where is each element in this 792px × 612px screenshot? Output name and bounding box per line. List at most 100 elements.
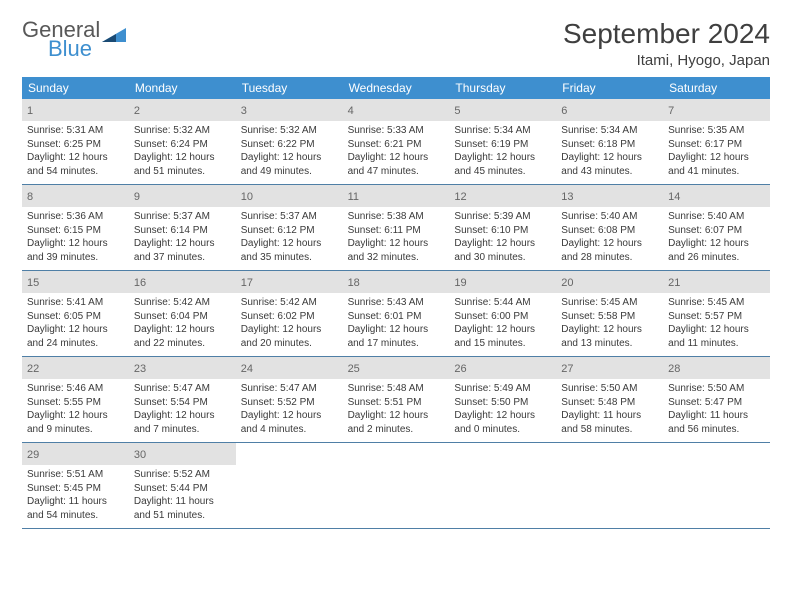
sunrise-line: Sunrise: 5:42 AM	[134, 296, 231, 310]
sunset-line: Sunset: 6:15 PM	[27, 224, 124, 238]
sunrise-line: Sunrise: 5:50 AM	[561, 382, 658, 396]
sunset-line: Sunset: 6:17 PM	[668, 138, 765, 152]
day-number-row: 19	[449, 271, 556, 293]
sunset-line: Sunset: 6:12 PM	[241, 224, 338, 238]
calendar-day: 24Sunrise: 5:47 AMSunset: 5:52 PMDayligh…	[236, 357, 343, 442]
sunrise-line: Sunrise: 5:52 AM	[134, 468, 231, 482]
day-number: 29	[27, 449, 39, 461]
daylight-line: Daylight: 12 hours	[454, 409, 551, 423]
sunrise-line: Sunrise: 5:38 AM	[348, 210, 445, 224]
daylight-line: and 49 minutes.	[241, 165, 338, 179]
day-number-row: 2	[129, 99, 236, 121]
sunrise-line: Sunrise: 5:49 AM	[454, 382, 551, 396]
calendar-day: 29Sunrise: 5:51 AMSunset: 5:45 PMDayligh…	[22, 443, 129, 528]
daylight-line: and 17 minutes.	[348, 337, 445, 351]
day-number-row: 8	[22, 185, 129, 207]
calendar-day: 19 Sunrise: 5:44 AMSunset: 6:00 PMDayligh…	[449, 271, 556, 356]
daylight-line: Daylight: 12 hours	[454, 323, 551, 337]
day-number: 3	[241, 105, 247, 117]
day-number-row: 14	[663, 185, 770, 207]
calendar-day: 15Sunrise: 5:41 AMSunset: 6:05 PMDayligh…	[22, 271, 129, 356]
calendar-week: 1Sunrise: 5:31 AMSunset: 6:25 PMDaylight…	[22, 99, 770, 185]
day-number: 26	[454, 363, 466, 375]
calendar-day: 14 Sunrise: 5:40 AMSunset: 6:07 PMDayligh…	[663, 185, 770, 270]
weekday-label: Thursday	[449, 77, 556, 99]
day-number: 23	[134, 363, 146, 375]
empty-day	[556, 443, 663, 528]
calendar-day: 28Sunrise: 5:50 AMSunset: 5:47 PMDayligh…	[663, 357, 770, 442]
day-number: 2	[134, 105, 140, 117]
weekday-header-row: Sunday Monday Tuesday Wednesday Thursday…	[22, 77, 770, 99]
weekday-label: Sunday	[22, 77, 129, 99]
day-number-row: 29	[22, 443, 129, 465]
empty-day	[343, 443, 450, 528]
daylight-line: Daylight: 12 hours	[27, 409, 124, 423]
title-block: September 2024 Itami, Hyogo, Japan	[563, 18, 770, 69]
daylight-line: Daylight: 12 hours	[668, 237, 765, 251]
daylight-line: and 2 minutes.	[348, 423, 445, 437]
weekday-label: Saturday	[663, 77, 770, 99]
calendar-day: 30Sunrise: 5:52 AMSunset: 5:44 PMDayligh…	[129, 443, 236, 528]
daylight-line: Daylight: 12 hours	[348, 151, 445, 165]
daylight-line: Daylight: 11 hours	[561, 409, 658, 423]
daylight-line: and 58 minutes.	[561, 423, 658, 437]
sunrise-line: Sunrise: 5:44 AM	[454, 296, 551, 310]
day-number-row: 24	[236, 357, 343, 379]
daylight-line: and 35 minutes.	[241, 251, 338, 265]
day-number-row: 28	[663, 357, 770, 379]
day-number-row: 6	[556, 99, 663, 121]
day-number-row: 16	[129, 271, 236, 293]
calendar-day: 20Sunrise: 5:45 AMSunset: 5:58 PMDayligh…	[556, 271, 663, 356]
calendar-day: 25Sunrise: 5:48 AMSunset: 5:51 PMDayligh…	[343, 357, 450, 442]
sunset-line: Sunset: 6:05 PM	[27, 310, 124, 324]
calendar-day: 22Sunrise: 5:46 AMSunset: 5:55 PMDayligh…	[22, 357, 129, 442]
sunset-line: Sunset: 5:57 PM	[668, 310, 765, 324]
calendar-week: 8Sunrise: 5:36 AMSunset: 6:15 PMDaylight…	[22, 185, 770, 271]
sunset-line: Sunset: 6:00 PM	[454, 310, 551, 324]
daylight-line: and 43 minutes.	[561, 165, 658, 179]
day-number: 10	[241, 191, 253, 203]
day-number: 12	[454, 191, 466, 203]
daylight-line: Daylight: 12 hours	[348, 237, 445, 251]
sunset-line: Sunset: 5:54 PM	[134, 396, 231, 410]
day-number: 18	[348, 277, 360, 289]
day-number: 7	[668, 105, 674, 117]
day-number: 6	[561, 105, 567, 117]
day-number-row: 11	[343, 185, 450, 207]
calendar-day: 9Sunrise: 5:37 AMSunset: 6:14 PMDaylight…	[129, 185, 236, 270]
daylight-line: and 22 minutes.	[134, 337, 231, 351]
sunrise-line: Sunrise: 5:47 AM	[241, 382, 338, 396]
day-number: 17	[241, 277, 253, 289]
calendar-day: 11Sunrise: 5:38 AMSunset: 6:11 PMDayligh…	[343, 185, 450, 270]
day-number-row: 3	[236, 99, 343, 121]
daylight-line: Daylight: 12 hours	[27, 323, 124, 337]
day-number: 28	[668, 363, 680, 375]
daylight-line: and 7 minutes.	[134, 423, 231, 437]
daylight-line: and 39 minutes.	[27, 251, 124, 265]
daylight-line: Daylight: 12 hours	[241, 323, 338, 337]
logo-shape-icon	[102, 24, 128, 44]
daylight-line: Daylight: 12 hours	[27, 237, 124, 251]
day-number: 15	[27, 277, 39, 289]
calendar-day: 21Sunrise: 5:45 AMSunset: 5:57 PMDayligh…	[663, 271, 770, 356]
sunset-line: Sunset: 6:01 PM	[348, 310, 445, 324]
weekday-label: Friday	[556, 77, 663, 99]
sunrise-line: Sunrise: 5:32 AM	[241, 124, 338, 138]
calendar-week: 29Sunrise: 5:51 AMSunset: 5:45 PMDayligh…	[22, 443, 770, 529]
weekday-label: Wednesday	[343, 77, 450, 99]
day-number-row: 13	[556, 185, 663, 207]
daylight-line: Daylight: 12 hours	[561, 237, 658, 251]
sunset-line: Sunset: 6:19 PM	[454, 138, 551, 152]
sunrise-line: Sunrise: 5:40 AM	[561, 210, 658, 224]
calendar-day: 5Sunrise: 5:34 AMSunset: 6:19 PMDaylight…	[449, 99, 556, 184]
sunset-line: Sunset: 6:07 PM	[668, 224, 765, 238]
calendar-day: 4Sunrise: 5:33 AMSunset: 6:21 PMDaylight…	[343, 99, 450, 184]
calendar-day: 3Sunrise: 5:32 AMSunset: 6:22 PMDaylight…	[236, 99, 343, 184]
daylight-line: and 26 minutes.	[668, 251, 765, 265]
sunrise-line: Sunrise: 5:40 AM	[668, 210, 765, 224]
sunset-line: Sunset: 5:45 PM	[27, 482, 124, 496]
day-number-row: 20	[556, 271, 663, 293]
day-number: 9	[134, 191, 140, 203]
sunrise-line: Sunrise: 5:39 AM	[454, 210, 551, 224]
header: General Blue September 2024 Itami, Hyogo…	[22, 18, 770, 69]
